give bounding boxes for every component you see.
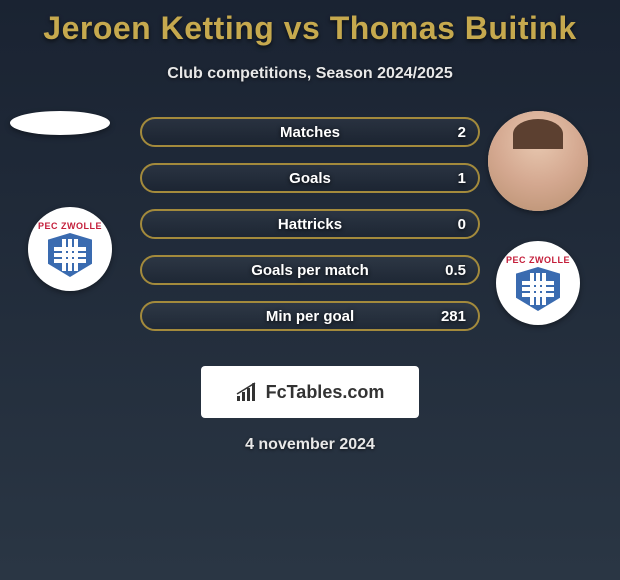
club-badge-left: PEC ZWOLLE: [28, 207, 112, 291]
stat-value-right: 281: [441, 308, 466, 325]
stat-row: Goals per match 0.5: [140, 255, 480, 285]
stat-value-right: 0: [458, 216, 466, 233]
stat-row: Goals 1: [140, 163, 480, 193]
badge-text: PEC ZWOLLE: [38, 221, 102, 231]
stat-label: Min per goal: [266, 308, 354, 325]
stat-value-right: 1: [458, 170, 466, 187]
subtitle: Club competitions, Season 2024/2025: [0, 65, 620, 83]
stat-label: Matches: [280, 124, 340, 141]
date: 4 november 2024: [0, 436, 620, 454]
stat-value-right: 0.5: [445, 262, 466, 279]
watermark: FcTables.com: [201, 366, 419, 418]
stat-row: Hattricks 0: [140, 209, 480, 239]
watermark-text: FcTables.com: [266, 382, 385, 403]
shield-icon: [48, 233, 92, 277]
badge-text: PEC ZWOLLE: [506, 255, 570, 265]
stat-label: Hattricks: [278, 216, 342, 233]
stat-value-right: 2: [458, 124, 466, 141]
shield-icon: [516, 267, 560, 311]
player-right-avatar: [488, 111, 588, 211]
stat-row: Matches 2: [140, 117, 480, 147]
avatar-face-icon: [488, 111, 588, 211]
stat-label: Goals per match: [251, 262, 369, 279]
player-left-avatar: [10, 111, 110, 135]
stat-row: Min per goal 281: [140, 301, 480, 331]
bar-chart-icon: [236, 382, 260, 402]
club-badge-right: PEC ZWOLLE: [496, 241, 580, 325]
stats-area: PEC ZWOLLE PEC ZWOLLE Matches 2 Goals 1 …: [0, 111, 620, 346]
stat-label: Goals: [289, 170, 331, 187]
page-title: Jeroen Ketting vs Thomas Buitink: [0, 0, 620, 47]
